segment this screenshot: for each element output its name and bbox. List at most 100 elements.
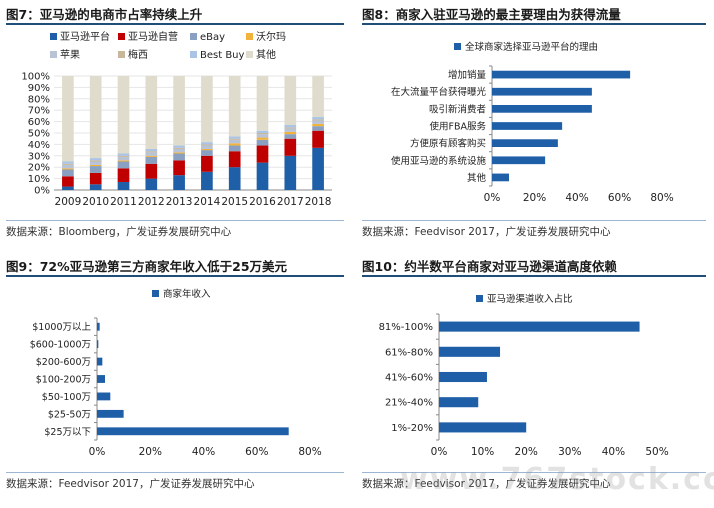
bar-segment (62, 76, 74, 162)
legend-swatch (454, 43, 461, 50)
legend-swatch (118, 33, 125, 40)
x-tick-label: 2016 (249, 196, 276, 208)
bar-segment (228, 138, 241, 140)
legend-label: 其他 (256, 48, 276, 61)
bar-segment (256, 139, 269, 146)
bar-segment (62, 186, 74, 190)
bar-segment (145, 151, 158, 153)
bar-segment (201, 142, 213, 145)
legend-swatch (50, 33, 57, 40)
bar-segment (312, 119, 324, 121)
bar-segment (117, 161, 130, 169)
data-source: 数据来源：Feedvisor 2017，广发证券发展研究中心 (362, 226, 611, 238)
bar (97, 427, 289, 436)
y-tick-label: $25-50万 (48, 409, 91, 420)
x-tick-label: 0% (484, 192, 501, 204)
bar-segment (62, 161, 74, 164)
bar-segment (284, 134, 297, 139)
y-tick-label: $25万以下 (44, 427, 91, 438)
legend-swatch (246, 33, 253, 40)
x-tick-label: 2011 (110, 196, 137, 208)
bar-segment (173, 152, 185, 154)
y-tick-label: 81%-100% (379, 322, 433, 333)
title-rule (6, 23, 344, 25)
bar (492, 105, 592, 113)
legend-swatch (190, 33, 197, 40)
bar-segment (145, 76, 158, 149)
legend-label: 亚马逊渠道收入占比 (487, 293, 573, 305)
bar-segment (228, 151, 241, 168)
y-tick-label: 100% (21, 72, 50, 83)
bar-segment (62, 163, 74, 165)
legend-swatch (118, 51, 125, 58)
bar-segment (145, 152, 158, 156)
bar-segment (228, 139, 241, 144)
bar-segment (256, 133, 269, 135)
y-tick-label: 10% (28, 174, 50, 185)
legend-label: 苹果 (60, 48, 80, 61)
bar-segment (228, 167, 241, 190)
legend-label: 亚马逊自营 (128, 30, 178, 43)
bar-segment (173, 160, 185, 176)
y-tick-label: 吸引新消费者 (429, 103, 486, 115)
x-tick-label: 60% (245, 446, 268, 458)
y-tick-label: 41%-60% (385, 373, 433, 384)
chart-title: 图10：约半数平台商家对亚马逊渠道高度依赖 (362, 259, 617, 274)
bar (97, 340, 99, 349)
bar-segment (89, 161, 102, 165)
source-rule (362, 472, 706, 473)
horizontal-bar-chart: 全球商家选择亚马逊平台的理由 0% 20% 40% 60% 80% 增加销量在大流量平台获得… (391, 41, 674, 204)
title-rule (362, 275, 706, 277)
x-tick-label: 50% (645, 446, 668, 458)
x-tick-label: 2017 (277, 196, 304, 208)
bar-segment (256, 145, 269, 163)
bar-segment (117, 182, 130, 190)
chart-title: 图8：商家入驻亚马逊的最主要理由为获得流量 (362, 7, 621, 22)
horizontal-bar-chart: 商家年收入 0% 20% 40% 60% 80% $1000万以上 $600-1000万 $20… (30, 288, 322, 458)
bar-segment (201, 150, 213, 156)
bar-segment (89, 164, 102, 167)
bar-segment (117, 155, 130, 157)
bar (492, 156, 546, 165)
legend-label: 亚马逊平台 (60, 30, 110, 43)
bar (492, 87, 592, 96)
bar-segment (312, 130, 324, 148)
bar-segment (117, 168, 130, 183)
y-tick-label: $100-200万 (36, 375, 91, 386)
bar-segment (284, 125, 297, 128)
panel-market-share: 图7：亚马逊的电商市占率持续上升 亚马逊平台 亚马逊自营 eBay 沃尔玛 苹果 梅西 Be… (6, 4, 346, 244)
bar-segment (173, 153, 185, 161)
bar-segment (312, 117, 324, 120)
bar-segment (173, 76, 185, 146)
y-tick-label: 61%-80% (385, 347, 433, 358)
bar-segment (145, 163, 158, 179)
x-tick-label: 2013 (166, 196, 193, 208)
x-tick-label: 40% (565, 192, 588, 204)
watermark: www.767stock.com (400, 462, 714, 497)
x-tick-label: 10% (471, 446, 494, 458)
y-tick-label: 30% (28, 151, 50, 162)
bar-segment (89, 158, 102, 161)
x-tick-label: 2009 (55, 196, 82, 208)
bar-segment (117, 156, 130, 161)
bar (439, 321, 640, 332)
legend-label: 全球商家选择亚马逊平台的理由 (465, 41, 598, 53)
bar (492, 173, 509, 182)
bar-segment (62, 176, 74, 187)
bar-segment (62, 168, 74, 170)
bar-segment (89, 172, 102, 185)
legend-swatch (152, 290, 159, 297)
bar-segment (256, 162, 269, 190)
y-tick-label: $1000万以上 (32, 322, 91, 333)
x-tick-label: 40% (602, 446, 625, 458)
y-tick-label: 50% (28, 129, 50, 140)
x-tick-label: 2012 (138, 196, 165, 208)
x-tick-label: 80% (298, 446, 321, 458)
panel-seller-reasons: 图8：商家入驻亚马逊的最主要理由为获得流量 全球商家选择亚马逊平台的理由 0% 20… (362, 4, 710, 244)
bar-segment (312, 123, 324, 127)
bar-segment (89, 160, 102, 162)
bar (492, 70, 631, 79)
bar-segment (256, 137, 269, 140)
bar-segment (201, 155, 213, 172)
